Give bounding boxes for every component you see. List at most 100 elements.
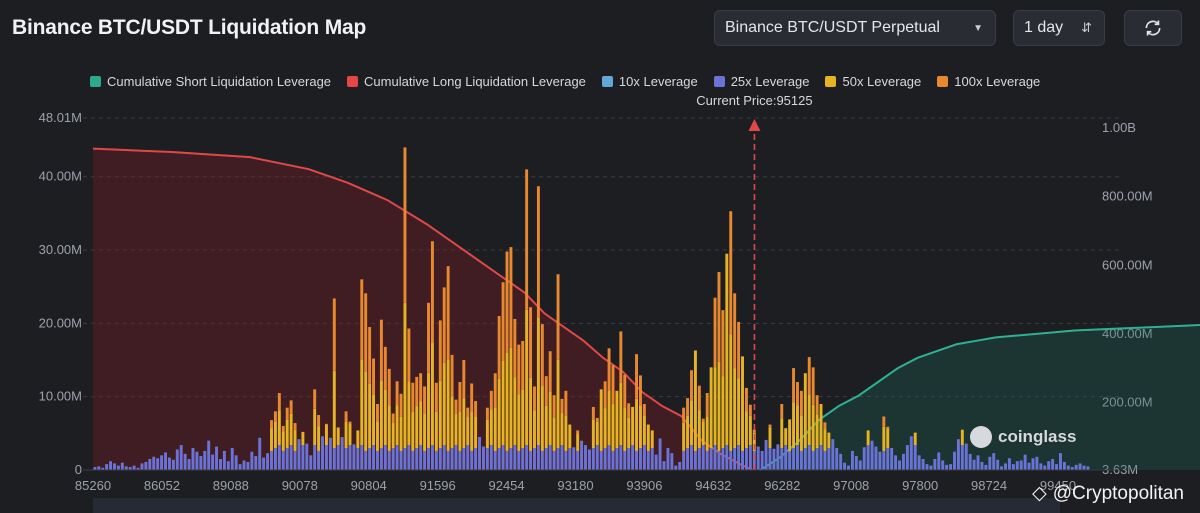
bar-segment [682, 422, 686, 451]
bar-segment [1078, 463, 1082, 470]
bar-segment [744, 411, 748, 449]
bar-segment [128, 467, 132, 470]
bar-segment [387, 405, 391, 451]
bar-segment [407, 445, 411, 470]
bar-segment [682, 450, 686, 470]
bar-segment [1019, 460, 1023, 470]
bar-segment [564, 450, 568, 470]
bar-segment [336, 445, 340, 470]
bar-segment [332, 370, 336, 449]
legend-label: 10x Leverage [618, 74, 698, 89]
current-price-arrow [748, 119, 761, 131]
bar-segment [717, 450, 721, 470]
bar-segment [458, 382, 462, 412]
bar-segment [607, 348, 611, 391]
bar-segment [379, 448, 383, 470]
bar-segment [250, 451, 254, 470]
bar-segment [591, 419, 595, 449]
bar-segment [796, 382, 799, 406]
bar-segment [493, 373, 497, 408]
bar-segment [411, 411, 415, 451]
bar-segment [501, 445, 505, 470]
bar-segment [403, 448, 407, 470]
bar-segment [273, 411, 277, 422]
bar-segment [768, 424, 772, 428]
legend-item[interactable]: 25x Leverage [713, 74, 809, 89]
bar-segment [521, 448, 525, 470]
bar-segment [662, 461, 666, 470]
bar-segment [1027, 462, 1031, 470]
market-select[interactable]: Binance BTC/USDT Perpetual ▼ [714, 10, 996, 46]
bar-segment [552, 395, 556, 418]
bar-segment [913, 432, 917, 446]
market-select-value: Binance BTC/USDT Perpetual [725, 19, 940, 36]
x-axis-tick: 93180 [557, 478, 593, 493]
y-axis-left-tick: 10.00M [39, 389, 82, 404]
bar-segment [501, 282, 505, 361]
bar-segment [705, 393, 709, 417]
bar-segment [313, 389, 317, 409]
bar-segment [379, 319, 383, 381]
bar-segment [803, 373, 807, 449]
bar-segment [199, 456, 203, 470]
legend-item[interactable]: Cumulative Long Liquidation Leverage [347, 74, 586, 89]
bar-segment [607, 390, 611, 446]
bar-segment [470, 383, 474, 413]
bar-segment [815, 448, 819, 470]
bar-segment [517, 394, 521, 451]
bar-segment [744, 387, 748, 412]
bar-segment [434, 411, 438, 451]
bar-segment [748, 415, 752, 446]
bar-segment [1055, 464, 1058, 470]
bar-segment [419, 445, 423, 470]
y-axis-right-tick: 3.63M [1102, 462, 1138, 477]
bar-segment [729, 211, 733, 335]
bar-segment [458, 450, 462, 470]
y-axis-right-tick: 1.00B [1102, 120, 1136, 135]
bar-segment [623, 374, 627, 409]
bar-segment [599, 389, 603, 451]
watermark-text: @Cryptopolitan [1052, 482, 1184, 504]
bar-segment [595, 417, 599, 422]
bar-segment [752, 429, 756, 433]
bar-segment [446, 450, 450, 470]
bar-segment [576, 450, 580, 470]
bar-segment [509, 347, 513, 449]
bar-segment [627, 417, 631, 449]
legend-item[interactable]: Cumulative Short Liquidation Leverage [90, 74, 331, 89]
bar-segment [171, 459, 175, 470]
bar-segment [470, 450, 474, 470]
period-select[interactable]: 1 day ⇵ [1013, 10, 1105, 46]
bar-segment [156, 458, 160, 470]
bar-segment [756, 446, 760, 470]
bar-segment [564, 390, 568, 416]
bar-segment [533, 410, 536, 449]
bar-segment [1011, 464, 1015, 470]
bar-segment [733, 368, 737, 449]
bar-segment [709, 448, 713, 470]
bar-segment [725, 253, 729, 446]
bar-segment [611, 365, 615, 404]
bar-segment [1043, 465, 1047, 470]
bar-segment [289, 413, 293, 446]
bar-segment [376, 404, 379, 422]
legend-label: Cumulative Long Liquidation Leverage [364, 74, 586, 89]
refresh-button[interactable] [1124, 10, 1182, 46]
bar-segment [937, 452, 941, 470]
legend-item[interactable]: 50x Leverage [825, 74, 921, 89]
bar-segment [403, 302, 407, 449]
bar-segment [835, 448, 839, 470]
bar-segment [219, 459, 222, 470]
bar-segment [827, 432, 831, 449]
bar-segment [533, 386, 536, 411]
bar-segment [843, 462, 847, 470]
legend-item[interactable]: 100x Leverage [937, 74, 1040, 89]
bar-segment [536, 445, 540, 470]
bar-segment [434, 450, 438, 470]
bar-segment [399, 393, 403, 417]
bar-segment [529, 307, 533, 378]
bar-segment [941, 460, 945, 470]
legend-swatch [825, 76, 837, 87]
coinglass-label: coinglass [998, 427, 1077, 446]
legend-item[interactable]: 10x Leverage [601, 74, 698, 89]
